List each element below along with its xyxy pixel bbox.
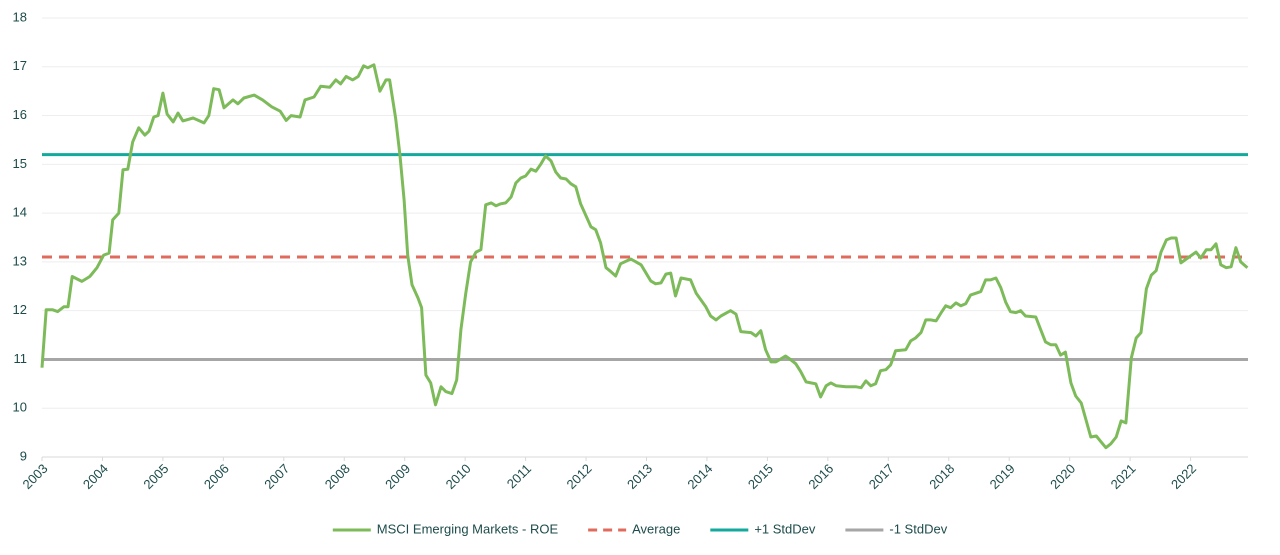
x-tick-label: 2010 bbox=[443, 461, 474, 492]
x-tick-label: 2013 bbox=[624, 461, 655, 492]
x-tick-label: 2017 bbox=[866, 461, 897, 492]
x-tick-label: 2005 bbox=[140, 461, 171, 492]
x-tick-label: 2021 bbox=[1108, 461, 1139, 492]
x-tick-label: 2014 bbox=[684, 461, 715, 492]
x-tick-label: 2016 bbox=[805, 461, 836, 492]
y-tick-label: 14 bbox=[13, 205, 27, 220]
x-tick-label: 2007 bbox=[261, 461, 292, 492]
x-tick-label: 2006 bbox=[201, 461, 232, 492]
y-tick-label: 10 bbox=[13, 400, 27, 415]
x-tick-label: 2011 bbox=[504, 461, 534, 491]
x-tick-label: 2003 bbox=[19, 461, 50, 492]
y-tick-label: 9 bbox=[20, 448, 27, 463]
x-tick-label: 2012 bbox=[564, 461, 595, 492]
x-tick-label: 2018 bbox=[926, 461, 957, 492]
y-tick-label: 11 bbox=[14, 351, 28, 366]
x-tick-label: 2004 bbox=[80, 461, 111, 492]
legend-label: -1 StdDev bbox=[889, 521, 947, 536]
legend-label: +1 StdDev bbox=[754, 521, 816, 536]
x-tick-label: 2009 bbox=[382, 461, 413, 492]
x-tick-label: 2008 bbox=[322, 461, 353, 492]
y-tick-label: 15 bbox=[13, 156, 27, 171]
y-tick-label: 18 bbox=[13, 9, 27, 24]
y-tick-label: 16 bbox=[13, 107, 27, 122]
legend-label: Average bbox=[632, 521, 680, 536]
y-tick-label: 13 bbox=[13, 253, 27, 268]
data-line bbox=[40, 63, 1249, 450]
legend-label: MSCI Emerging Markets - ROE bbox=[377, 521, 559, 536]
x-tick-label: 2019 bbox=[987, 461, 1018, 492]
x-tick-label: 2020 bbox=[1047, 461, 1078, 492]
y-tick-label: 17 bbox=[13, 58, 27, 73]
x-tick-label: 2015 bbox=[745, 461, 776, 492]
x-tick-label: 2022 bbox=[1168, 461, 1199, 492]
y-tick-label: 12 bbox=[13, 302, 27, 317]
